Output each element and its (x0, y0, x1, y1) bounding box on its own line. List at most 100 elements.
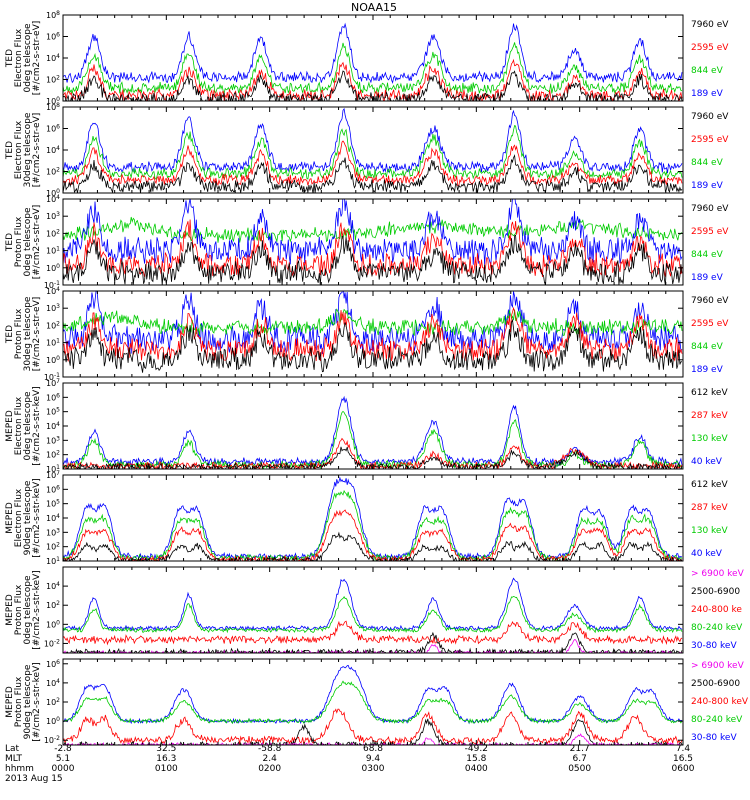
y-tick-label: 105 (46, 499, 60, 509)
legend-entry: 189 eV (691, 365, 724, 375)
y-tick-label: 10-2 (44, 735, 60, 745)
y-tick-base: 10 (46, 451, 56, 460)
y-tick-base: 10 (46, 287, 56, 296)
y-tick-label: 102 (46, 600, 60, 610)
y-tick-exponent: 2 (56, 542, 60, 549)
bottom-row-label: 2013 Aug 15 (5, 774, 63, 784)
y-axis-label-line: Electron Flux (14, 28, 24, 87)
y-tick-exponent: 4 (56, 286, 60, 293)
series-group (63, 22, 683, 101)
y-tick-label: 100 (46, 188, 60, 198)
y-axis-label-line: 0deg telescope (23, 23, 33, 93)
y-tick-exponent: 2 (56, 600, 60, 607)
mlt-value: 16.5 (673, 754, 693, 764)
y-tick-exponent: 1 (56, 246, 60, 253)
series-group (63, 577, 683, 653)
y-tick-base: 10 (46, 195, 56, 204)
lat-value: 68.8 (363, 744, 383, 754)
y-tick-label: 10-1 (44, 372, 60, 382)
y-tick-label: 100 (46, 355, 60, 365)
hhmm-value: 0000 (52, 764, 75, 774)
series-line (63, 664, 683, 725)
series-line (63, 306, 683, 362)
figure-title: NOAA15 (351, 1, 397, 14)
y-tick-label: 106 (46, 484, 60, 494)
y-tick-base: 10 (46, 304, 56, 313)
lat-value: 21.7 (570, 744, 590, 754)
mlt-value: 6.7 (573, 754, 587, 764)
series-group (63, 107, 683, 193)
series-line (63, 216, 683, 243)
y-tick-base: 10 (46, 514, 56, 523)
y-tick-exponent: 4 (56, 678, 60, 685)
legend-entry: 844 eV (691, 250, 724, 260)
y-tick-exponent: 0 (56, 96, 60, 103)
y-tick-label: 101 (46, 464, 60, 474)
legend-entry: 40 keV (691, 457, 723, 467)
y-tick-base: 10 (46, 247, 56, 256)
y-tick-label: 106 (46, 659, 60, 669)
y-tick-base: 10 (46, 620, 56, 629)
y-axis-label-line: TED (5, 325, 15, 344)
legend-entry: 7960 eV (691, 112, 729, 122)
hhmm-value: 0300 (362, 764, 385, 774)
series-group (63, 664, 683, 745)
y-tick-exponent: 6 (56, 659, 60, 666)
y-tick-exponent: 0 (56, 716, 60, 723)
y-axis-label-line: 30deg telescope (23, 296, 33, 371)
y-tick-exponent: 0 (56, 619, 60, 626)
legend-entry: 240-800 keV (691, 697, 749, 707)
legend-entry: 287 keV (691, 411, 728, 421)
hhmm-value: 0400 (465, 764, 488, 774)
y-tick-label: 101 (46, 338, 60, 348)
y-tick-label: 107 (46, 470, 60, 480)
y-tick-base: 10 (46, 422, 56, 431)
y-tick-base: 10 (46, 356, 56, 365)
y-axis-label-line: [#/cm2-s-str-eV] (32, 297, 42, 372)
legend-entry: 80-240 keV (691, 623, 743, 633)
y-tick-label: 108 (46, 10, 60, 20)
legend-entry: 612 keV (691, 480, 728, 490)
y-tick-base: 10 (46, 264, 56, 273)
y-axis-label-line: 0deg telescope (23, 391, 33, 461)
y-tick-base: 10 (46, 679, 56, 688)
plot-frame (62, 382, 684, 470)
y-axis-label-line: TED (5, 233, 15, 252)
series-line (63, 199, 683, 266)
legend-entry: 30-80 keV (691, 641, 737, 651)
y-tick-base: 10 (44, 736, 54, 745)
hhmm-value: 0100 (155, 764, 178, 774)
y-tick-exponent: 2 (56, 167, 60, 174)
y-tick-exponent: 7 (56, 378, 60, 385)
y-tick-base: 10 (46, 500, 56, 509)
legend-entry: 7960 eV (691, 296, 729, 306)
y-tick-exponent: 0 (56, 263, 60, 270)
y-axis-label-line: MEPED (5, 410, 15, 442)
y-axis-label-line: [#/cm2-s-str-keV] (32, 478, 42, 557)
hhmm-value: 0600 (672, 764, 695, 774)
y-axis-label-line: [#/cm2-s-str-keV] (32, 386, 42, 465)
y-tick-label: 101 (46, 556, 60, 566)
y-tick-exponent: 6 (56, 32, 60, 39)
y-tick-label: 102 (46, 697, 60, 707)
y-tick-base: 10 (46, 582, 56, 591)
lat-value: -58.8 (258, 744, 282, 754)
legend-entry: 2500-6900 (691, 679, 740, 689)
y-tick-exponent: 4 (56, 194, 60, 201)
legend-entry: 189 eV (691, 89, 724, 99)
bottom-row-label: Lat (5, 744, 20, 754)
series-line (63, 22, 683, 84)
y-tick-exponent: 3 (56, 211, 60, 218)
y-tick-exponent: 3 (56, 527, 60, 534)
y-tick-label: 102 (46, 228, 60, 238)
y-tick-label: 104 (46, 678, 60, 688)
y-tick-label: 106 (46, 124, 60, 134)
y-tick-base: 10 (46, 189, 56, 198)
legend-entry: > 6900 keV (691, 661, 745, 671)
y-tick-label: 104 (46, 581, 60, 591)
y-tick-label: 105 (46, 407, 60, 417)
